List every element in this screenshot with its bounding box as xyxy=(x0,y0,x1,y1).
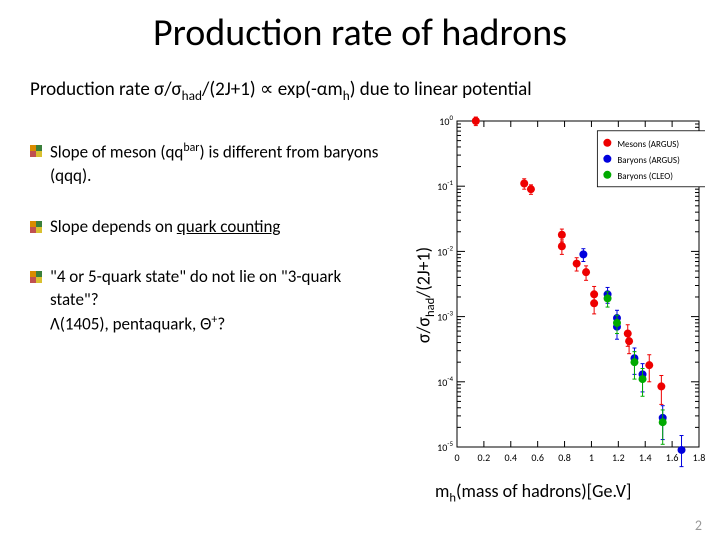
svg-text:Baryons (CLEO): Baryons (CLEO) xyxy=(617,171,673,182)
svg-text:10-2: 10-2 xyxy=(437,243,453,258)
svg-text:1.2: 1.2 xyxy=(612,451,625,464)
bullet-text-1: Slope of meson (qqbar) is different from… xyxy=(50,140,380,188)
bullet-text-3: "4 or 5-quark state" do not lie on "3-qu… xyxy=(50,266,380,336)
svg-text:0.2: 0.2 xyxy=(478,451,491,464)
list-item: Slope depends on quark counting xyxy=(30,216,380,239)
bullet1-a: Slope of meson (qq xyxy=(50,142,183,163)
xlabel-prefix: m xyxy=(435,480,449,502)
subtitle-formula: Production rate σ/σhad/(2J+1) ∝ exp(-αmh… xyxy=(30,78,532,104)
page-number: 2 xyxy=(695,517,702,534)
subtitle-prefix: Production rate xyxy=(30,78,154,101)
svg-text:1.6: 1.6 xyxy=(666,451,679,464)
svg-text:10-1: 10-1 xyxy=(437,178,453,193)
svg-text:1.8: 1.8 xyxy=(693,451,705,464)
svg-text:100: 100 xyxy=(439,115,453,128)
svg-text:1.4: 1.4 xyxy=(639,451,652,464)
bullet2-u: quark counting xyxy=(177,216,281,237)
subtitle-suffix: due to linear potential xyxy=(355,78,531,101)
list-item: "4 or 5-quark state" do not lie on "3-qu… xyxy=(30,266,380,336)
bullet-icon xyxy=(30,145,42,157)
bullet2-a: Slope depends on xyxy=(50,216,177,237)
svg-text:10-3: 10-3 xyxy=(437,309,453,324)
bullet-text-2: Slope depends on quark counting xyxy=(50,216,280,239)
bullet3-a: "4 or 5-quark state" do not lie on "3-qu… xyxy=(50,266,341,310)
bullet-list: Slope of meson (qqbar) is different from… xyxy=(30,140,380,365)
chart-container: σ/σhad/(2J+1) 00.20.40.60.811.21.41.61.8… xyxy=(395,115,705,475)
chart-plot: 0 0.2 0.4 0.6 0.8 1 1.2 1.4 1.6 1.8 10-5 10-4 10-3 10… xyxy=(415,115,705,475)
bullet-icon xyxy=(30,271,42,283)
bullet3-b: Λ(1405), pentaquark, Θ xyxy=(50,314,211,335)
bullet-icon xyxy=(30,221,42,233)
svg-text:0.6: 0.6 xyxy=(531,451,544,464)
page-title: Production rate of hadrons xyxy=(0,10,720,56)
xlabel-suffix: (mass of hadrons)[Ge.V] xyxy=(456,480,631,502)
svg-text:10-4: 10-4 xyxy=(437,374,453,389)
svg-text:10-5: 10-5 xyxy=(437,439,453,454)
list-item: Slope of meson (qqbar) is different from… xyxy=(30,140,380,188)
chart-xlabel: mh(mass of hadrons)[Ge.V] xyxy=(435,480,631,506)
bullet3-c: ? xyxy=(217,314,225,335)
svg-text:1: 1 xyxy=(589,451,594,464)
svg-text:Baryons (ARGUS): Baryons (ARGUS) xyxy=(617,155,680,166)
svg-text:Mesons (ARGUS): Mesons (ARGUS) xyxy=(617,139,679,150)
svg-text:0: 0 xyxy=(454,451,459,464)
svg-text:0.8: 0.8 xyxy=(558,451,571,464)
svg-text:0.4: 0.4 xyxy=(504,451,517,464)
